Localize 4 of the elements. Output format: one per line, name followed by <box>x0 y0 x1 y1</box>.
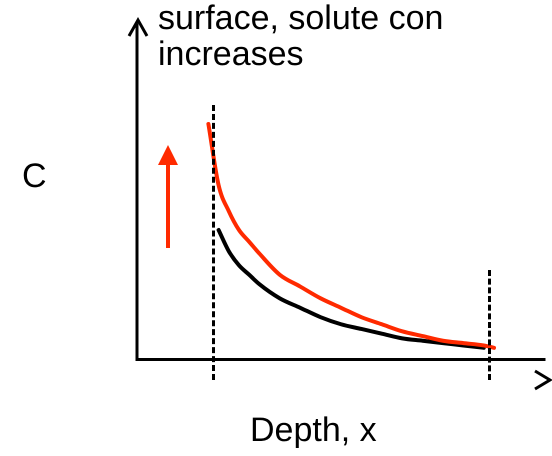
y-axis-title: C <box>22 157 47 195</box>
text: surface, solute con <box>158 0 444 37</box>
text: increases <box>158 35 304 73</box>
x-axis-title: Depth, x <box>250 411 377 449</box>
